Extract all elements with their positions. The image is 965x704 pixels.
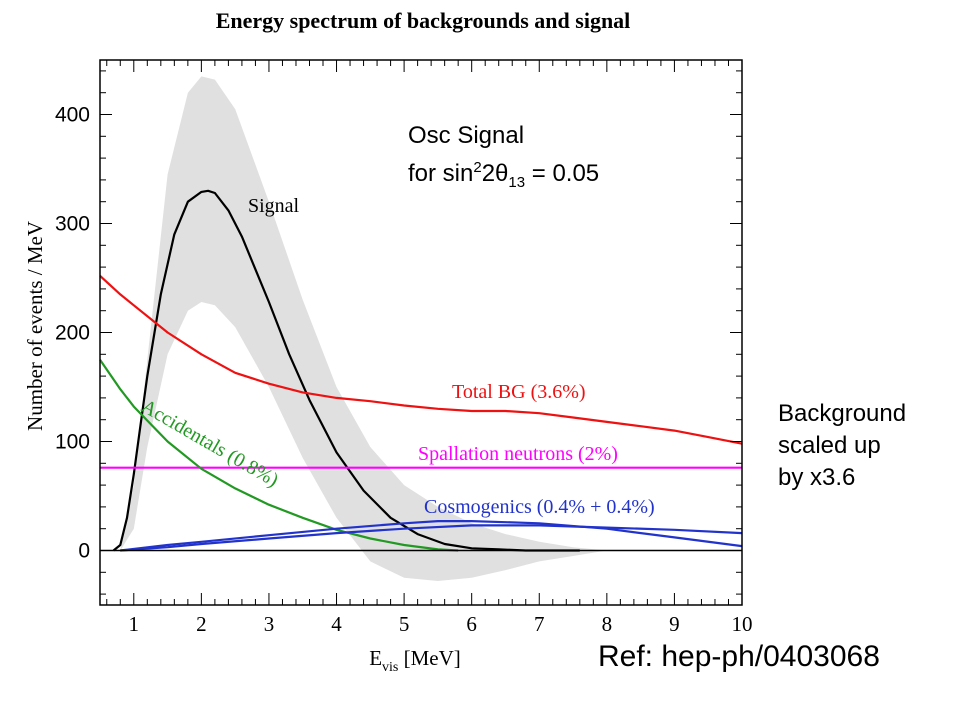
x-tick-label: 6	[466, 612, 477, 636]
signal-label: Signal	[248, 195, 300, 217]
x-tick-label: 7	[534, 612, 545, 636]
accidentals-label: Accidentals (0.8%)	[138, 395, 283, 491]
y-tick-label: 200	[55, 322, 90, 345]
y-tick-label: 400	[55, 104, 90, 127]
osc-prefix: for sin	[408, 160, 474, 187]
osc-sub: 13	[508, 173, 526, 191]
osc-signal-note: Osc Signal for sin22θ13 = 0.05	[408, 120, 599, 199]
series-line-accidentals-0-8	[99, 359, 459, 552]
background-note-line: Background	[778, 400, 907, 427]
x-tick-label: 4	[331, 612, 342, 636]
background-note-line: by x3.6	[778, 464, 856, 491]
signal-uncertainty-band	[120, 76, 607, 582]
x-axis-label-unit: [MeV]	[398, 646, 460, 670]
series-line-signal	[112, 189, 580, 552]
x-tick-label: 3	[264, 612, 275, 636]
x-tick-label: 10	[732, 612, 753, 636]
x-tick-label: 8	[602, 612, 613, 636]
chart-title: Energy spectrum of backgrounds and signa…	[216, 8, 631, 33]
series-line-total-bg-3-6	[99, 274, 743, 445]
spallation-label: Spallation neutrons (2%)	[418, 443, 618, 465]
x-axis-label-main: E	[369, 646, 382, 670]
reference-note: Ref: hep-ph/0403068	[598, 640, 880, 673]
series-line-cosmogenics-0-4-0-4	[120, 519, 743, 552]
y-tick-label: 100	[55, 431, 90, 454]
cosmogenics-label: Cosmogenics (0.4% + 0.4%)	[424, 496, 655, 518]
background-scale-note: Background scaled up by x3.6	[778, 398, 958, 494]
background-note-line: scaled up	[778, 432, 881, 459]
x-tick-label: 9	[669, 612, 680, 636]
osc-signal-line1: Osc Signal	[408, 122, 525, 149]
y-axis-label: Number of events / MeV	[23, 221, 47, 431]
series-line-cosmogenics-0-4-0-4-b	[120, 524, 743, 552]
y-tick-label: 0	[78, 540, 90, 563]
y-tick-label: 300	[55, 213, 90, 236]
osc-mid: 2θ	[481, 160, 509, 187]
total-bg-label: Total BG (3.6%)	[452, 381, 586, 403]
x-tick-label: 5	[399, 612, 410, 636]
osc-suffix: = 0.05	[525, 160, 600, 187]
x-tick-label: 2	[196, 612, 207, 636]
osc-signal-line2: for sin22θ13 = 0.05	[408, 152, 599, 199]
osc-sup: 2	[473, 159, 482, 176]
x-axis-label-subscript: vis	[382, 660, 398, 675]
x-tick-label: 1	[129, 612, 140, 636]
x-axis-label: Evis [MeV]	[369, 646, 461, 675]
